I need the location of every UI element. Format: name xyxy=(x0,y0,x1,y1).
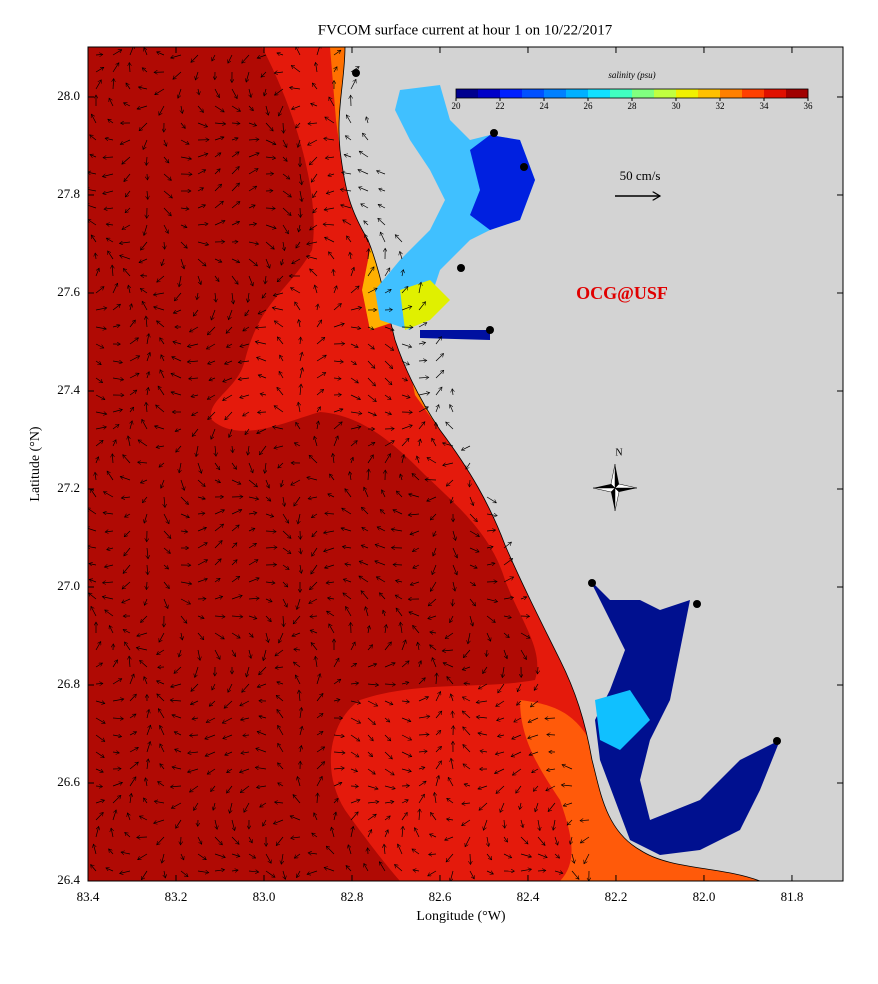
colorbar-swatch xyxy=(654,89,676,98)
y-tick-label: 26.4 xyxy=(57,872,80,887)
current-vector xyxy=(137,837,147,838)
y-tick-label: 27.4 xyxy=(57,382,80,397)
y-tick-label: 27.6 xyxy=(57,284,80,299)
colorbar-label: salinity (psu) xyxy=(608,70,655,80)
x-tick-label: 82.0 xyxy=(693,889,716,904)
scale-label: 50 cm/s xyxy=(620,168,661,183)
colorbar-swatch xyxy=(478,89,500,98)
x-tick-label: 83.0 xyxy=(253,889,276,904)
current-vector xyxy=(487,582,497,583)
x-tick-label: 82.6 xyxy=(429,889,452,904)
station xyxy=(520,163,528,171)
colorbar-swatch xyxy=(500,89,522,98)
y-tick-label: 26.8 xyxy=(57,676,80,691)
map-title: FVCOM surface current at hour 1 on 10/22… xyxy=(318,22,613,38)
current-vector xyxy=(393,565,402,566)
y-tick-label: 27.8 xyxy=(57,186,80,201)
colorbar-swatch xyxy=(522,89,544,98)
station xyxy=(773,737,781,745)
current-vector xyxy=(351,786,358,787)
x-tick-label: 81.8 xyxy=(781,889,804,904)
colorbar-tick-label: 26 xyxy=(584,101,594,111)
current-vector xyxy=(425,480,436,481)
x-tick-label: 83.2 xyxy=(165,889,188,904)
station xyxy=(693,600,701,608)
plot-area xyxy=(86,45,843,882)
y-tick-label: 27.2 xyxy=(57,480,80,495)
y-axis-label: Latitude (°N) xyxy=(28,426,43,502)
colorbar-swatch xyxy=(588,89,610,98)
x-tick-label: 82.2 xyxy=(605,889,628,904)
colorbar-tick-label: 22 xyxy=(496,101,505,111)
station xyxy=(588,579,596,587)
current-vector xyxy=(147,174,148,180)
colorbar-tick-label: 36 xyxy=(804,101,814,111)
colorbar-tick-label: 28 xyxy=(628,101,638,111)
colorbar-swatch xyxy=(742,89,764,98)
x-tick-label: 83.4 xyxy=(77,889,100,904)
colorbar-swatch xyxy=(698,89,720,98)
colorbar-swatch xyxy=(456,89,478,98)
y-tick-label: 28.0 xyxy=(57,88,80,103)
current-vector xyxy=(181,837,182,845)
station xyxy=(486,326,494,334)
current-vector xyxy=(538,667,539,674)
colorbar-tick-label: 24 xyxy=(540,101,550,111)
x-axis-label: Longitude (°W) xyxy=(416,909,506,924)
y-tick-label: 26.6 xyxy=(57,774,80,789)
colorbar-swatch xyxy=(764,89,786,98)
colorbar-tick-label: 20 xyxy=(452,101,462,111)
colorbar-swatch xyxy=(720,89,742,98)
current-vector xyxy=(258,412,267,413)
current-vector xyxy=(547,735,555,736)
colorbar-swatch xyxy=(566,89,588,98)
colorbar-tick-label: 30 xyxy=(672,101,682,111)
current-vector xyxy=(470,854,471,865)
colorbar-tick-label: 34 xyxy=(760,101,770,111)
station xyxy=(457,264,465,272)
colorbar-swatch xyxy=(676,89,698,98)
y-tick-label: 27.0 xyxy=(57,578,80,593)
current-vector xyxy=(300,208,301,217)
colorbar-swatch xyxy=(544,89,566,98)
colorbar-swatch xyxy=(632,89,654,98)
station xyxy=(490,129,498,137)
north-label: N xyxy=(615,447,622,458)
current-vector xyxy=(453,599,454,606)
credit: OCG@USF xyxy=(576,283,668,303)
x-tick-label: 82.8 xyxy=(341,889,364,904)
colorbar-swatch xyxy=(786,89,808,98)
colorbar-tick-label: 32 xyxy=(716,101,725,111)
current-vector xyxy=(141,276,147,277)
x-tick-label: 82.4 xyxy=(517,889,540,904)
colorbar-swatch xyxy=(610,89,632,98)
